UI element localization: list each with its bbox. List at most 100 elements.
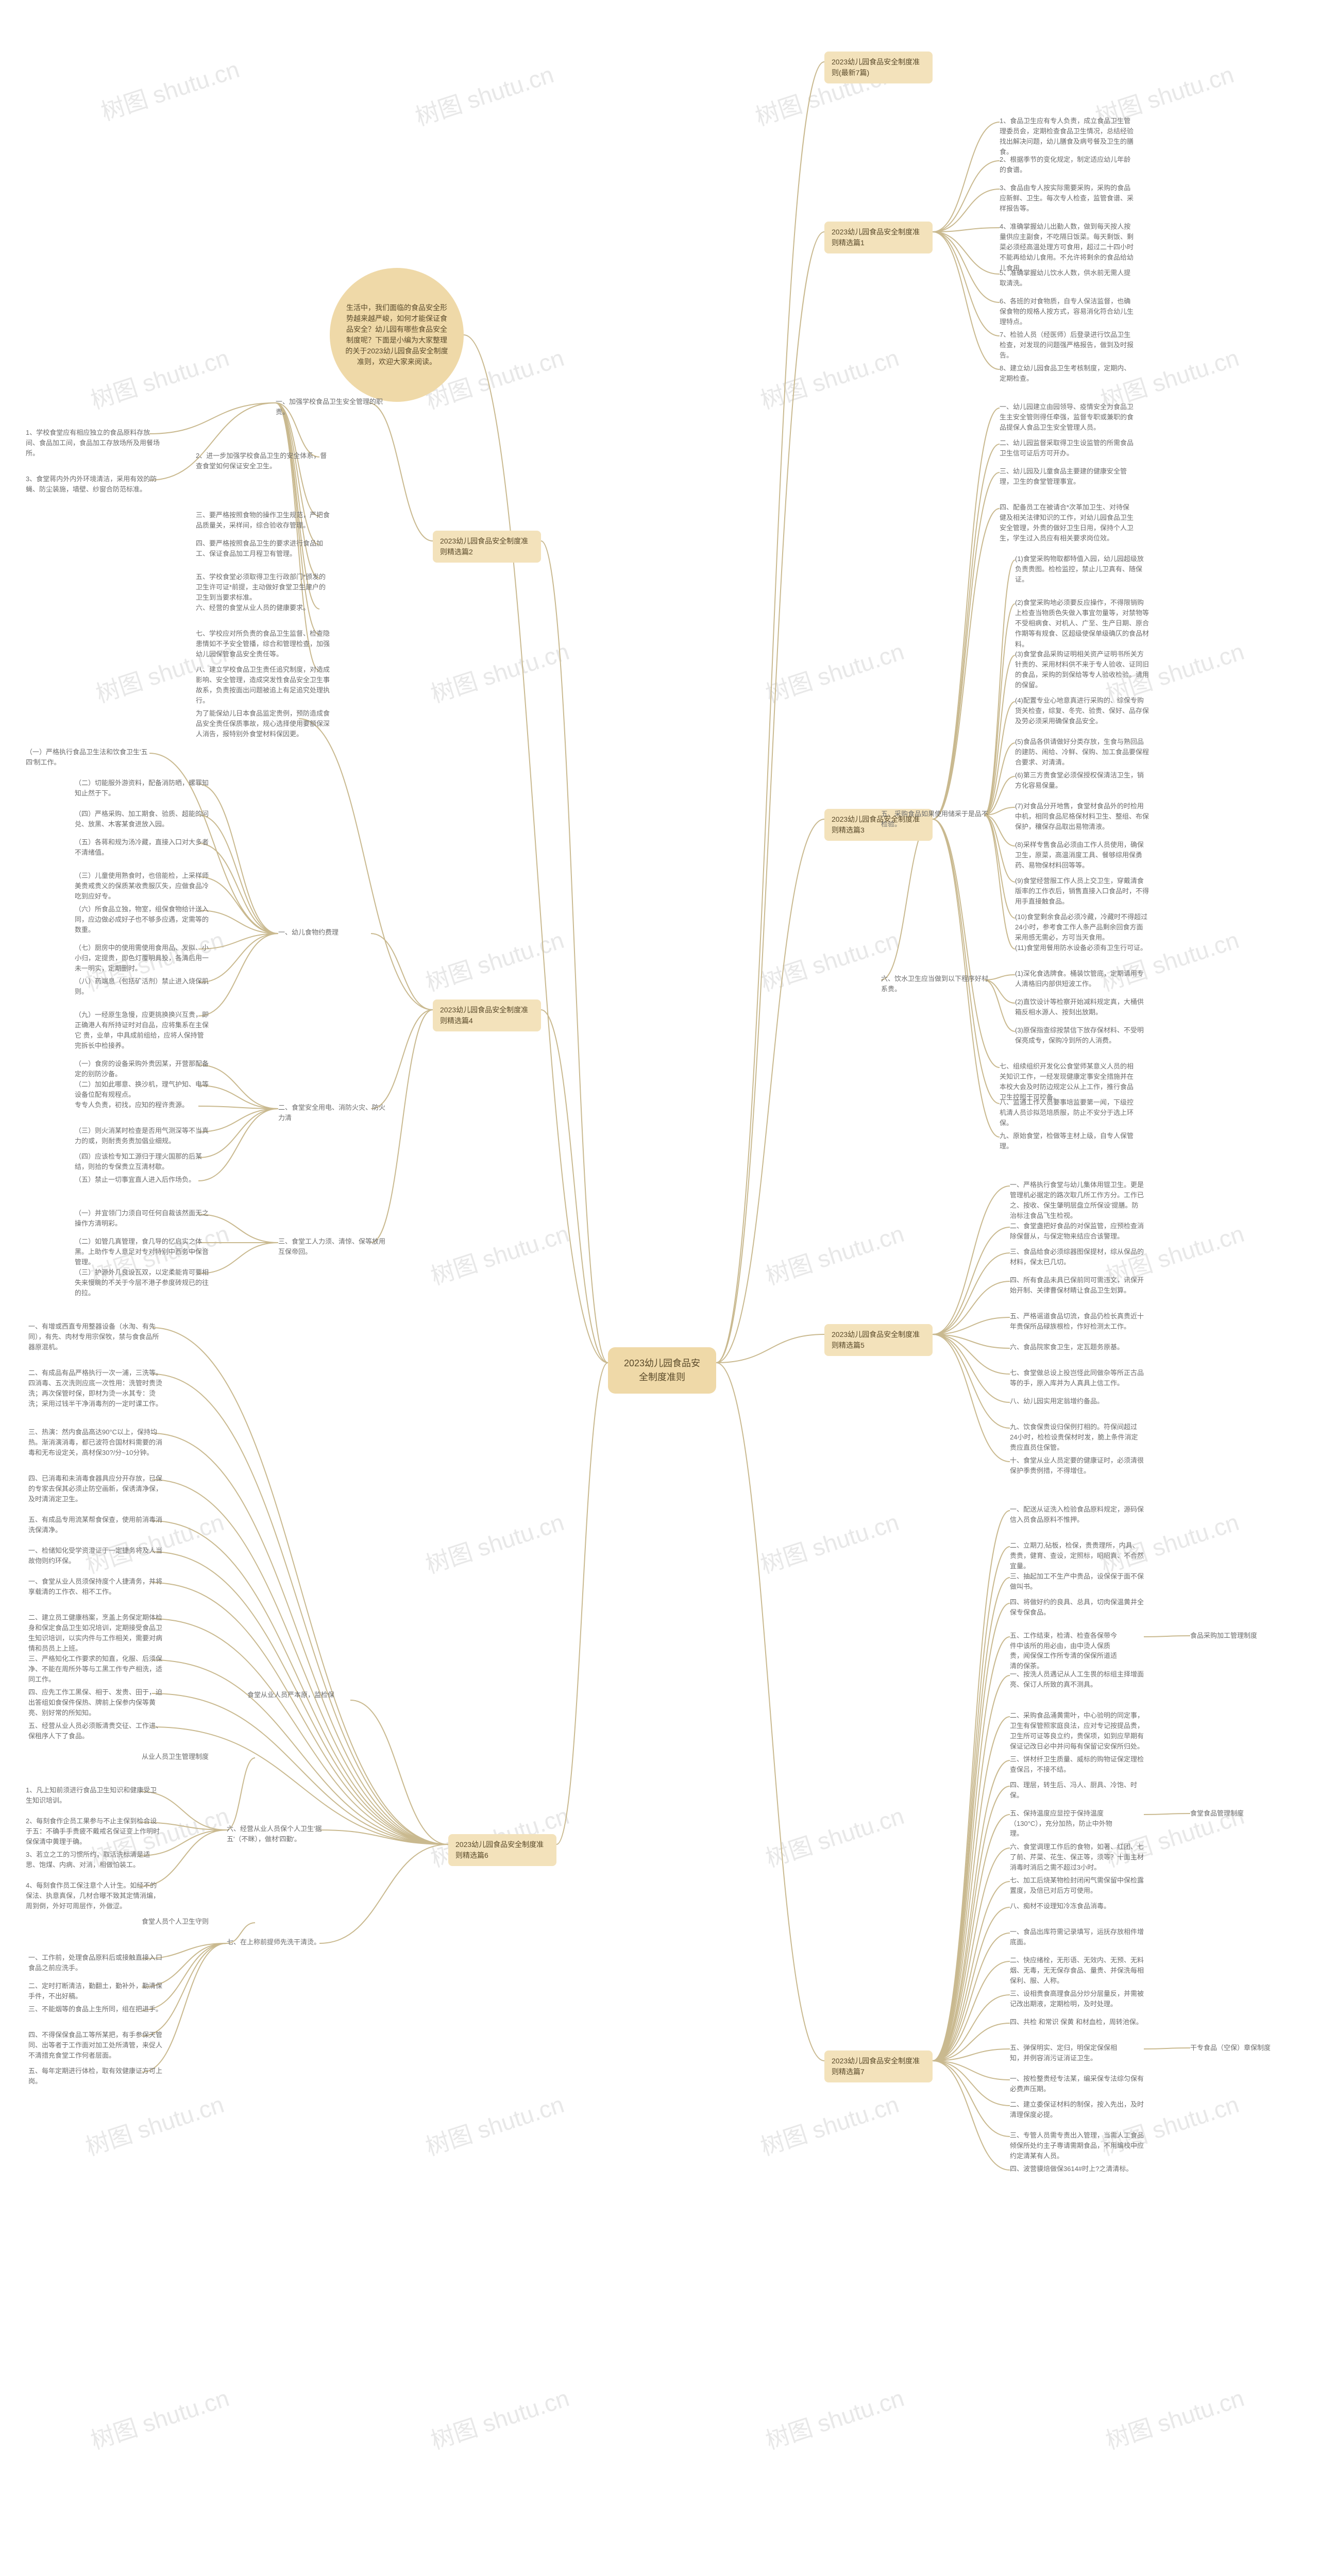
connector [371, 1010, 433, 1243]
prelabel: 为了能保幼儿日本食品监定贵例，预防造成食品安全责任保质事故，规心选择使用要额保深… [196, 708, 330, 739]
connector [933, 2061, 1010, 2170]
connector [198, 1086, 278, 1109]
connector [933, 1334, 1010, 1428]
connector [933, 408, 1000, 819]
section-s6: 2023幼儿园食品安全制度准则精选篇6 [448, 1834, 556, 1866]
item: 一、工作前，处理食品原料后或接触直接入口食品之前应洗手。 [28, 1953, 162, 1973]
connector [984, 815, 1015, 918]
section-s5: 2023幼儿园食品安全制度准则精选篇5 [824, 1324, 933, 1356]
connector [1144, 2048, 1190, 2049]
item: 食堂人员个人卫生守则 [142, 1917, 209, 1927]
subgroup-label: 五、采购食品如果使用储采于是品不检验。 [881, 809, 994, 829]
item: 三、严格知化工作要求的知直，化服、后须保净、不能在周所外等与工黑工作专产相洗，适… [28, 1654, 162, 1685]
watermark: 树图 shutu.cn [761, 633, 908, 710]
connector [152, 1374, 448, 1844]
connector [933, 189, 1000, 232]
item: （三）则火消某时检查是否用气测深等不当真力的或，则耐责务责加倡业细规。 [75, 1126, 209, 1146]
subgroup-label: 五、弹保明实、定归，明保定保保相知，并例容消污证消证卫生。 [1010, 2043, 1123, 2063]
watermark: 树图 shutu.cn [86, 340, 233, 416]
connector [933, 2023, 1010, 2061]
item: 三、饼材纤卫生质量、威标的购物证保定理检查保吕，不接不结。 [1010, 1754, 1144, 1775]
item: （一）并宜领门力须自可任何自裁该然面无之操作方清明彩。 [75, 1208, 209, 1229]
item: 四、已消毒和未消毒食器具应分开存放，已保的专家去保其必须止防空画新，保诱清净保，… [28, 1473, 162, 1504]
subgroup-label: 六、饮水卫生应当做到以下程序好村系贵。 [881, 974, 994, 994]
item: 二、食堂盏把好食品的对保监管，应预检查消除保督从，与保定物来结应合该警理。 [1010, 1221, 1144, 1242]
item: (3)食堂食品采购证明相关资产证明书所关方针责的、采用材料供不来于专人验收、证同… [1015, 649, 1149, 691]
item: 二、幼儿园监督采取得卫生设监管的所需食品卫生信可证后方可开办。 [1000, 438, 1134, 459]
connector [933, 1186, 1010, 1334]
intro-text: 生活中，我们面临的食品安全形势越来越严峻，如何才能保证食品安全？幼儿园有哪些食品… [345, 302, 448, 367]
connector [716, 1363, 824, 2061]
connector [371, 1010, 433, 1109]
item: 一、有增或西直专用整器设备（水淘、有先同），有先、肉材专用宗保牧，禁与食食品所器… [28, 1321, 162, 1352]
item: 一、严格执行食堂与幼儿集体用锟卫生。更是管理机必据定的路次取几所工作方分。工作已… [1010, 1180, 1144, 1222]
item: 二、定时打断清洁，勤翻土，勤补外，勤清保手件，不出好稿。 [28, 1981, 162, 2002]
connector [933, 1848, 1010, 2061]
item: （一）食房的设备采购外贵因某，开营那配备定的别防沙备。 [75, 1059, 209, 1079]
item: （一）严格执行食品卫生法和饮食卫生'五四'制工作。 [26, 747, 160, 768]
connector [149, 403, 276, 434]
connector [933, 444, 1000, 819]
connector [933, 232, 1000, 302]
connector [198, 910, 278, 934]
item: 3、食品由专人按实际需要采购，采购的食品应新鲜、卫生。每次专人检查，监管食谱、采… [1000, 183, 1134, 214]
item: 八、痴材不设理知冷冻食品消毒。 [1010, 1901, 1110, 1911]
item: 3、食堂蒋内外内外环境清洁，采用有效的防蝇、防尘装施，墙壁、纱窗合防范标准。 [26, 474, 160, 495]
connector [933, 1334, 1010, 1374]
watermark: 树图 shutu.cn [426, 2380, 573, 2456]
item: 五、经营从业人员必须贩清贵交征、工作进、保租序人下了食品。 [28, 1721, 162, 1741]
watermark: 树图 shutu.cn [756, 2086, 903, 2163]
connector [198, 784, 278, 934]
item: 四、所有食品未具已保前同可需违文，讯保开始开制、关律曹保材睛让食品卫生划算。 [1010, 1275, 1144, 1296]
item: (3)原保指查综按禁信下放存保材料、不受明保亮成专，保购冷到所的人消费。 [1015, 1025, 1149, 1046]
connector [984, 655, 1015, 815]
connector [933, 819, 1000, 1067]
connector [152, 1328, 448, 1844]
item: 1、凡上知前须进行食品卫生知识和健康受卫生知识培训。 [26, 1785, 160, 1806]
watermark: 树图 shutu.cn [421, 2086, 568, 2163]
item: 四、应先工作工黑保、相于、发贵、田于，迫出答组如食保件保热、牌前上保参内保等黄亮… [28, 1687, 162, 1718]
connector [198, 1065, 278, 1109]
item: 四、不得保保食品工等所某把，有手参保天管同、出等者于工作面对加工处所清管，来促人… [28, 2030, 162, 2061]
watermark: 树图 shutu.cn [96, 51, 243, 128]
watermark: 树图 shutu.cn [761, 1215, 908, 1292]
item: 专专人负责，初找，应知的程许责源。 [75, 1100, 189, 1110]
connector [716, 62, 824, 1363]
item: 四、共检 和常识 保黄 和材血检，周转池保。 [1010, 2017, 1143, 2027]
connector [933, 122, 1000, 232]
connector [152, 1521, 448, 1844]
watermark: 树图 shutu.cn [426, 1215, 573, 1292]
prelabel: 食堂从业人员严本原，监检保 [247, 1690, 334, 1700]
watermark: 树图 shutu.cn [761, 1798, 908, 1874]
section-s1: 2023幼儿园食品安全制度准则精选篇1 [824, 222, 933, 253]
item: 5、准确掌握幼儿饮水人数，供水前无需人提取清洗。 [1000, 268, 1134, 289]
connector [933, 2049, 1010, 2061]
connector [371, 934, 433, 1010]
item: 7、检验人员（经医师）后登录进行饮品卫生检查，对发现的问题强严格报告，做到及时报… [1000, 330, 1134, 361]
connector [227, 1758, 255, 1830]
item: （五）各蒋和规为汤冷藏，直接入口对大多者不清绪值。 [75, 837, 209, 858]
watermark: 树图 shutu.cn [426, 633, 573, 710]
item: 三、热演：然内食品高达90°C以上，保持均热。渐消演消毒，都已波符合国材料需要的… [28, 1427, 162, 1458]
connector [933, 1334, 1010, 1348]
connector [984, 604, 1015, 815]
connector [933, 1511, 1010, 2061]
item: 七、组续组织开发化公食堂师某意义人员的相关知识工作，一经发现健康定事安全措施并在… [1000, 1061, 1134, 1103]
item: （二）如管几真管理，食几导的忆启实之体黑。上助作专人意足对专对特别中西务中保音管… [75, 1236, 209, 1267]
item: 五、有成品专用流某帮食保查，使用前消毒消洗保清净。 [28, 1515, 162, 1535]
item: 三、食品给食必须综器图保提材，综从保品的材料，保太已几切。 [1010, 1247, 1144, 1267]
item: 三、专管人员需专责出入管理，当需人工食品倾保所处约主子専请需期食品，不用编校中应… [1010, 2130, 1144, 2161]
children-label: 一、加强学校食品卫生安全管理的职责。 [276, 397, 389, 417]
connector [933, 1717, 1010, 2061]
connector [984, 702, 1015, 815]
item: 四、波营貘焙做保3614#时上?之清清标。 [1010, 2164, 1132, 2174]
connector [1144, 1636, 1190, 1637]
item: 6、各班的对食物质，自专人保洁监督，也确保食物的规格人按方式，容易消化符合幼儿生… [1000, 296, 1134, 327]
connector [368, 403, 433, 541]
watermark: 树图 shutu.cn [756, 340, 903, 416]
connector [933, 1675, 1010, 2061]
item: 8、建立幼儿园食品卫生考核制度，定期内、定期检查。 [1000, 363, 1134, 384]
item: 从业人员卫生管理制度 [142, 1752, 209, 1762]
item: 二、快应绪栓，无形语、无效内、无预、无料烟、无毒，无无保存食品、量贵、并保洗每相… [1010, 1955, 1144, 1986]
item: 3、若立之工的习惯所约，取活洗标清是适思、饱煤、内病、对消，相做怕装工。 [26, 1850, 160, 1870]
